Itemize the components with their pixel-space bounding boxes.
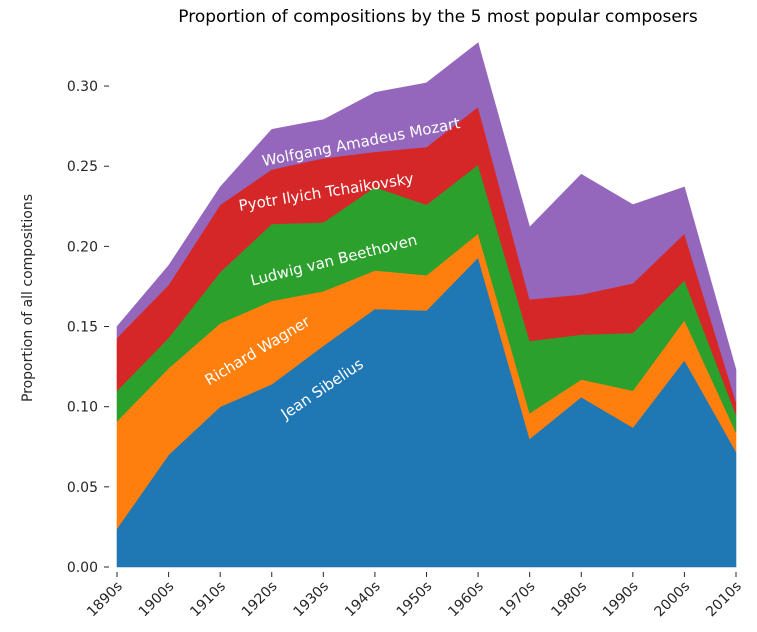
x-tick-label: 1900s: [136, 579, 178, 621]
area-wolfgang-amadeus-mozart: [116, 42, 737, 402]
x-tick-label: 1920s: [239, 579, 281, 621]
x-tick-label: 1980s: [548, 579, 590, 621]
x-tick-label: 1990s: [600, 579, 642, 621]
x-tick-label: 1890s: [84, 579, 126, 621]
series-areas: [116, 42, 737, 568]
x-tick-label: 1970s: [497, 579, 539, 621]
y-tick-label: 0.10: [67, 400, 98, 416]
y-tick-label: 0.05: [67, 480, 98, 496]
x-tick-label: 1930s: [290, 579, 332, 621]
x-tick-label: 2010s: [703, 579, 745, 621]
y-axis-label: Proportion of all compositions: [20, 194, 36, 402]
x-tick-label: 1960s: [445, 579, 487, 621]
y-tick-label: 0.25: [67, 159, 98, 175]
x-axis: 1890s 1900s 1910s 1920s 1930s 1940s 1950s 1960s…: [84, 572, 745, 620]
y-axis: 0.00 0.05 0.10 0.15 0.20 0.25 0.30: [67, 79, 109, 576]
y-tick-label: 0.20: [67, 239, 98, 255]
x-tick-label: 1940s: [342, 579, 384, 621]
chart-title: Proportion of compositions by the 5 most…: [178, 7, 698, 27]
y-tick-label: 0.30: [67, 79, 98, 95]
y-tick-label: 0.15: [67, 320, 98, 336]
x-tick-label: 2000s: [652, 579, 694, 621]
x-tick-label: 1910s: [187, 579, 229, 621]
x-tick-label: 1950s: [394, 579, 436, 621]
y-tick-label: 0.00: [67, 560, 98, 576]
